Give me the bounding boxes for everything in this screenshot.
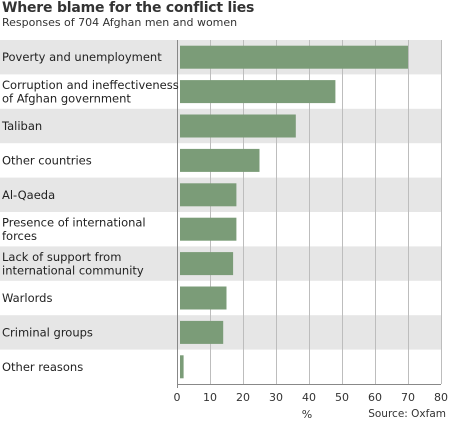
category-label: Warlords [2, 291, 52, 305]
x-tick-label: 50 [335, 391, 349, 404]
category-label: Al-Qaeda [2, 188, 55, 202]
category-label: Taliban [1, 119, 42, 133]
x-tick-label: 70 [401, 391, 415, 404]
category-label: Other reasons [2, 360, 83, 374]
category-label: Criminal groups [2, 325, 93, 339]
x-tick-label: 40 [302, 391, 316, 404]
category-label: Other countries [2, 153, 92, 167]
bar [180, 355, 184, 379]
x-tick-label: 60 [368, 391, 382, 404]
category-label: Lack of support from international commun… [2, 250, 144, 278]
bar [180, 320, 224, 344]
bar [180, 148, 260, 172]
bar [180, 217, 237, 241]
bar [180, 286, 227, 310]
bar [180, 80, 336, 104]
x-tick-label: 10 [203, 391, 217, 404]
x-tick-label: 20 [236, 391, 250, 404]
chart-subtitle: Responses of 704 Afghan men and women [2, 16, 238, 29]
bar [180, 45, 408, 69]
x-tick-label: 80 [434, 391, 448, 404]
category-label: Poverty and unemployment [2, 50, 162, 64]
x-tick-label: 0 [174, 391, 181, 404]
chart-title: Where blame for the conflict lies [2, 0, 255, 16]
bar [180, 114, 296, 138]
category-label: Corruption and ineffectiveness of Afghan … [2, 78, 179, 106]
x-tick-label: 30 [269, 391, 283, 404]
bar [180, 252, 234, 276]
source-note: Source: Oxfam [368, 408, 446, 420]
category-label: Presence of international forces [2, 215, 146, 243]
bar [180, 183, 237, 207]
x-axis-label: % [302, 408, 312, 421]
